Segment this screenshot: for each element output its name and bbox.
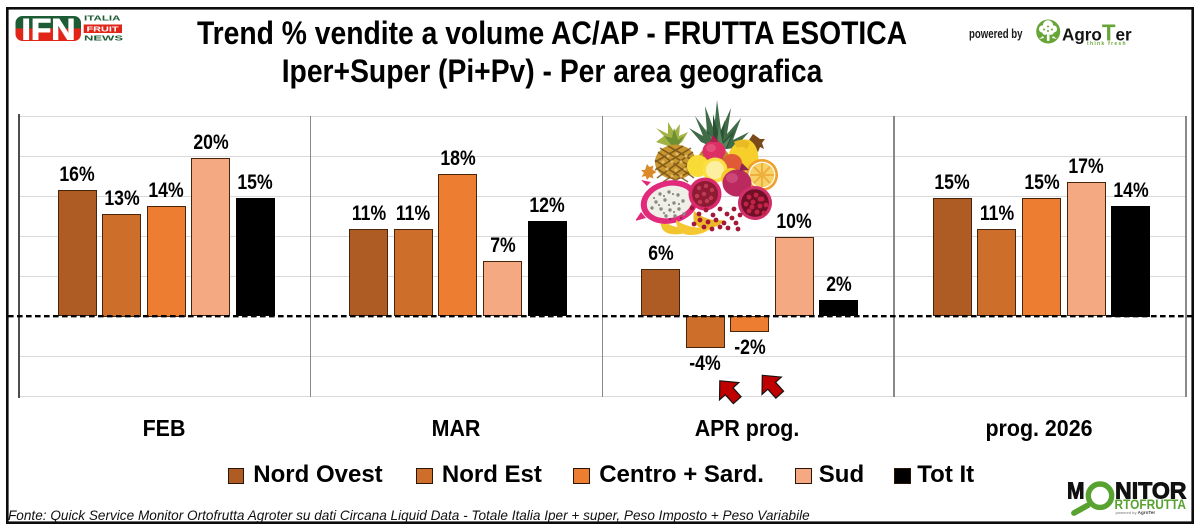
svg-text:M: M <box>1067 478 1085 504</box>
svg-text:NEWS: NEWS <box>84 34 123 43</box>
svg-text:think fresh: think fresh <box>1087 41 1127 47</box>
svg-text:ITALIA: ITALIA <box>84 14 121 23</box>
svg-text:powered by AgroTer: powered by AgroTer <box>1116 510 1156 515</box>
svg-text:RTOFRUTTA: RTOFRUTTA <box>1115 496 1187 512</box>
svg-text:NITOR: NITOR <box>1115 478 1187 504</box>
svg-text:IFN: IFN <box>22 14 76 47</box>
svg-text:powered by: powered by <box>969 26 1023 41</box>
svg-text:FRUIT: FRUIT <box>87 25 120 34</box>
svg-text:AgroTer: AgroTer <box>1062 19 1132 46</box>
